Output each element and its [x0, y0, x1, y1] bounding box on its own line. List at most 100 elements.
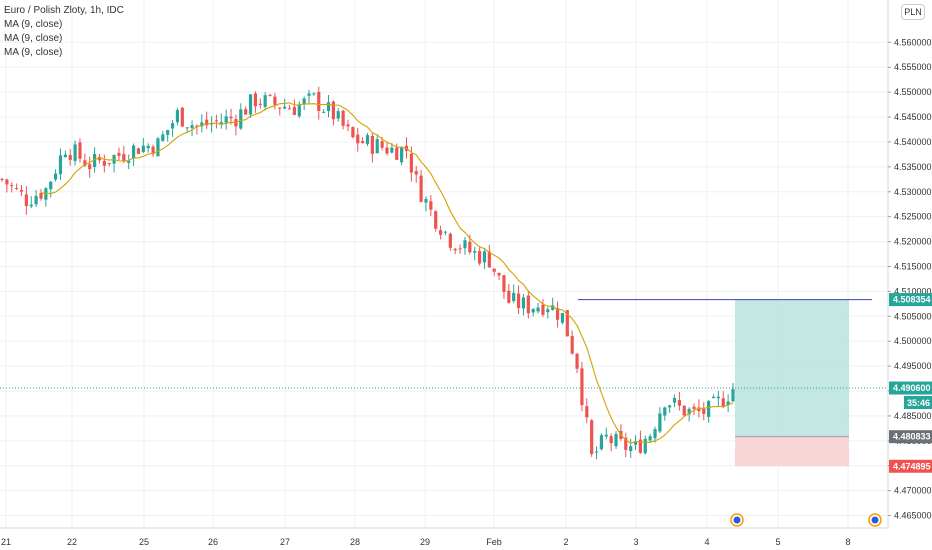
candle-body[interactable]	[458, 248, 462, 250]
candle-body[interactable]	[166, 129, 170, 135]
stop-zone[interactable]	[735, 436, 849, 467]
candle-body[interactable]	[312, 93, 316, 95]
candle-body[interactable]	[516, 293, 521, 309]
candle-body[interactable]	[15, 187, 19, 189]
candle-body[interactable]	[609, 436, 613, 444]
candle-body[interactable]	[92, 153, 97, 168]
target-zone[interactable]	[735, 299, 849, 437]
candle-body[interactable]	[677, 400, 681, 406]
candle-body[interactable]	[624, 437, 628, 450]
candle-body[interactable]	[63, 154, 67, 158]
candle-body[interactable]	[614, 433, 618, 447]
candle-body[interactable]	[419, 175, 423, 202]
candle-body[interactable]	[302, 98, 306, 105]
candle-body[interactable]	[29, 204, 33, 207]
candle-body[interactable]	[702, 408, 706, 414]
candle-body[interactable]	[146, 145, 150, 149]
candle-body[interactable]	[219, 122, 223, 124]
candle-body[interactable]	[361, 141, 365, 144]
candle-body[interactable]	[658, 413, 662, 432]
candle-body[interactable]	[370, 135, 374, 154]
candle-body[interactable]	[463, 240, 467, 249]
candle-body[interactable]	[594, 451, 599, 453]
candle-body[interactable]	[692, 406, 696, 409]
candle-body[interactable]	[297, 104, 301, 117]
candle-body[interactable]	[439, 230, 443, 235]
candle-body[interactable]	[682, 405, 686, 416]
candle-body[interactable]	[0, 178, 4, 180]
candle-body[interactable]	[448, 233, 452, 248]
candle-body[interactable]	[273, 96, 277, 105]
candle-body[interactable]	[492, 268, 496, 272]
candle-body[interactable]	[205, 119, 209, 126]
candle-body[interactable]	[414, 171, 418, 175]
candle-body[interactable]	[122, 154, 126, 161]
candle-body[interactable]	[453, 248, 457, 251]
candle-body[interactable]	[721, 398, 725, 407]
candle-body[interactable]	[434, 211, 438, 229]
candle-body[interactable]	[49, 181, 53, 190]
candle-body[interactable]	[580, 368, 584, 406]
candle-body[interactable]	[58, 155, 63, 175]
candle-body[interactable]	[638, 439, 643, 453]
candle-body[interactable]	[190, 125, 194, 129]
candle-body[interactable]	[248, 94, 253, 115]
candle-body[interactable]	[633, 441, 638, 445]
candle-body[interactable]	[590, 420, 594, 454]
candle-body[interactable]	[170, 123, 175, 129]
candle-body[interactable]	[672, 398, 677, 403]
candle-body[interactable]	[565, 310, 569, 337]
candle-body[interactable]	[356, 134, 360, 144]
candle-body[interactable]	[521, 297, 526, 309]
candle-body[interactable]	[731, 389, 735, 402]
candle-body[interactable]	[443, 231, 448, 233]
candle-body[interactable]	[278, 107, 282, 109]
candle-body[interactable]	[726, 401, 730, 405]
candle-body[interactable]	[599, 435, 604, 450]
candle-body[interactable]	[322, 111, 326, 113]
candle-body[interactable]	[390, 147, 394, 153]
candle-body[interactable]	[648, 436, 652, 441]
candle-body[interactable]	[555, 308, 560, 320]
candle-body[interactable]	[346, 124, 350, 127]
candle-body[interactable]	[716, 396, 720, 399]
candle-body[interactable]	[663, 407, 667, 416]
candle-body[interactable]	[214, 120, 219, 122]
candle-body[interactable]	[697, 407, 701, 412]
candle-body[interactable]	[229, 116, 233, 119]
candle-body[interactable]	[551, 305, 555, 310]
candle-body[interactable]	[180, 107, 184, 127]
candle-body[interactable]	[468, 241, 472, 253]
candle-body[interactable]	[531, 308, 535, 313]
candle-body[interactable]	[102, 160, 106, 166]
candle-body[interactable]	[341, 110, 345, 126]
candle-body[interactable]	[604, 434, 608, 437]
candle-body[interactable]	[507, 290, 511, 303]
candle-body[interactable]	[546, 309, 550, 313]
ma-indicator-1[interactable]: MA (9, close)	[4, 19, 63, 30]
candle-body[interactable]	[317, 91, 321, 112]
candle-body[interactable]	[409, 153, 413, 173]
candle-body[interactable]	[141, 145, 145, 152]
candle-body[interactable]	[161, 134, 165, 141]
ma-indicator-2[interactable]: MA (9, close)	[4, 33, 63, 44]
candle-body[interactable]	[585, 406, 589, 418]
candle-body[interactable]	[131, 145, 136, 159]
candle-body[interactable]	[68, 155, 72, 160]
candle-body[interactable]	[326, 102, 331, 112]
candle-body[interactable]	[643, 438, 647, 454]
candle-body[interactable]	[536, 307, 540, 312]
candle-body[interactable]	[83, 160, 87, 166]
candle-body[interactable]	[73, 144, 77, 161]
candle-body[interactable]	[687, 408, 691, 415]
candle-body[interactable]	[668, 405, 672, 408]
candle-body[interactable]	[78, 142, 82, 159]
candle-body[interactable]	[375, 139, 379, 154]
candle-body[interactable]	[653, 429, 657, 439]
ma-indicator-3[interactable]: MA (9, close)	[4, 47, 63, 58]
candle-body[interactable]	[331, 101, 335, 120]
candle-body[interactable]	[88, 164, 92, 170]
candle-body[interactable]	[244, 109, 248, 115]
candle-body[interactable]	[185, 127, 189, 129]
